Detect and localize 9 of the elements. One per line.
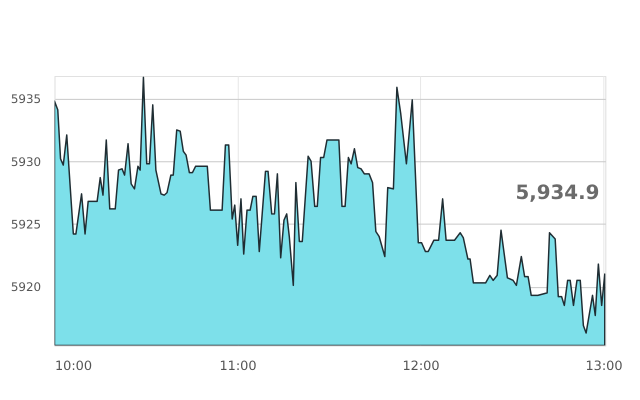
y-tick-label: 5925 [10, 217, 42, 232]
y-tick-label: 5920 [10, 280, 42, 294]
x-tick-label: 11:00 [219, 358, 257, 374]
y-tick-label: 5935 [10, 92, 42, 106]
x-tick-label: 10:00 [54, 358, 92, 374]
x-tick-label: 12:00 [402, 358, 440, 374]
x-tick-label: 13:00 [585, 358, 623, 374]
y-tick-label: 5930 [10, 154, 42, 169]
annotation: 5,934.9 [515, 180, 600, 204]
